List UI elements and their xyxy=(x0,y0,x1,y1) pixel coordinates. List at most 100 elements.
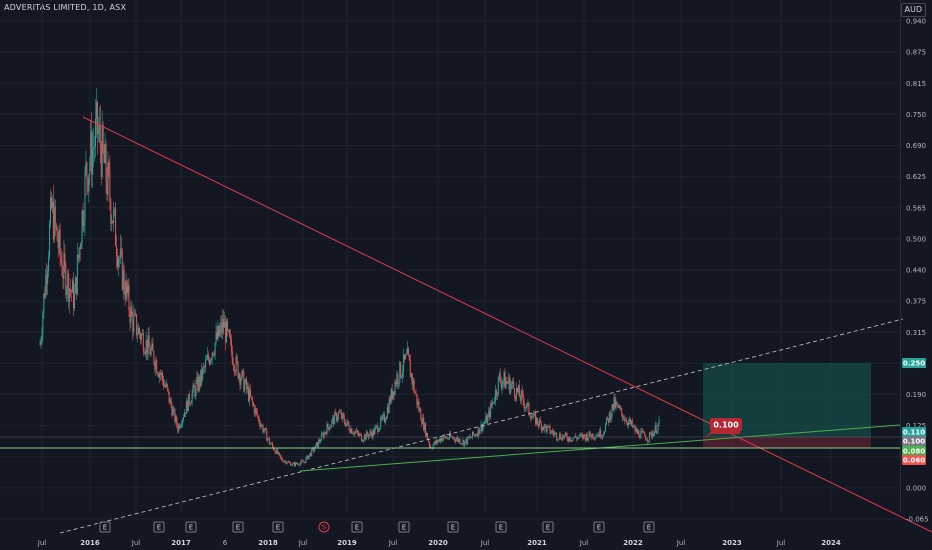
candle-body xyxy=(400,361,402,378)
candle-body xyxy=(196,376,198,383)
candle-body xyxy=(319,441,321,442)
candle-body xyxy=(150,349,152,356)
candle-body xyxy=(85,162,87,172)
price-axis[interactable]: 0.940 0.875 0.815 0.750 0.690 0.625 0.565 0.500… xyxy=(906,18,929,524)
candle-body xyxy=(572,438,574,441)
candle-body xyxy=(387,407,389,413)
event-label: E xyxy=(499,524,503,532)
candle-body xyxy=(538,419,540,426)
candle-body xyxy=(392,391,394,399)
candle-body xyxy=(446,437,448,439)
price-tick-label: 0.440 xyxy=(906,267,926,275)
candle-body xyxy=(204,366,206,368)
earnings-event-icon[interactable]: E xyxy=(153,521,165,533)
candle-body xyxy=(42,313,44,335)
candle-body xyxy=(369,431,371,435)
candle-body xyxy=(333,417,335,425)
candle-body xyxy=(96,102,98,134)
candle-body xyxy=(215,332,217,343)
candle-body xyxy=(564,432,566,436)
candle-body xyxy=(321,433,323,435)
candle-body xyxy=(205,359,207,361)
candle-body xyxy=(345,423,347,427)
candle-body xyxy=(176,416,178,426)
time-tick-label: Jul xyxy=(298,539,308,547)
candle-body xyxy=(414,392,416,393)
candle-body xyxy=(193,384,195,388)
candle-body xyxy=(288,461,290,463)
candle-body xyxy=(325,432,327,435)
candle-body xyxy=(451,436,453,439)
candle-body xyxy=(510,384,512,393)
candle-body xyxy=(557,439,559,441)
candle-body xyxy=(174,409,176,422)
earnings-event-icon[interactable]: E xyxy=(272,521,284,533)
earnings-event-icon[interactable]: E xyxy=(351,521,363,533)
split-event-icon[interactable]: S xyxy=(318,521,330,533)
earnings-event-icon[interactable]: E xyxy=(495,521,507,533)
candle-body xyxy=(453,437,455,440)
earnings-event-icon[interactable]: E xyxy=(593,521,605,533)
candle-body xyxy=(366,431,368,436)
candle-body xyxy=(360,434,362,436)
candle-body xyxy=(543,424,545,431)
candle-body xyxy=(243,371,245,392)
candle-body xyxy=(242,370,244,372)
earnings-event-icon[interactable]: E xyxy=(643,521,655,533)
candle-body xyxy=(600,429,602,438)
candle-body xyxy=(110,200,112,224)
earnings-event-icon[interactable]: E xyxy=(398,521,410,533)
candle-body xyxy=(192,384,194,394)
candle-body xyxy=(169,399,171,403)
candle-body xyxy=(64,253,66,266)
earnings-event-icon[interactable]: E xyxy=(185,521,197,533)
candle-body xyxy=(339,412,341,414)
candle-body xyxy=(154,362,156,369)
candle-body xyxy=(227,330,229,331)
candle-body xyxy=(273,449,275,451)
candle-body xyxy=(552,430,554,433)
candle-body xyxy=(555,432,557,434)
price-tick-label: 0.625 xyxy=(906,173,926,181)
candle-body xyxy=(331,419,333,426)
candle-body xyxy=(216,332,218,340)
candle-body xyxy=(316,442,318,445)
candle-body xyxy=(656,430,658,434)
candle-body xyxy=(512,381,514,384)
candle-body xyxy=(447,437,449,439)
time-axis[interactable]: Jul 2016 Jul 2017 6 2018 Jul 2019 Jul 2020 Jul 2021… xyxy=(37,539,841,547)
price-annotation[interactable]: 0.100 xyxy=(706,418,742,437)
red-downtrend-line[interactable] xyxy=(82,116,932,533)
candle-body xyxy=(403,354,405,372)
candle-body xyxy=(620,408,622,409)
candle-body xyxy=(189,403,191,405)
candle-body xyxy=(631,420,633,427)
candle-body xyxy=(143,352,145,354)
candle-body xyxy=(218,325,220,336)
earnings-event-icon[interactable]: E xyxy=(542,521,554,533)
candle-body xyxy=(627,421,629,426)
candle-body xyxy=(640,431,642,439)
candle-body xyxy=(541,426,543,431)
candle-body xyxy=(47,270,49,284)
candle-body xyxy=(183,412,185,418)
candle-body xyxy=(493,402,495,403)
candle-body xyxy=(303,462,305,463)
earnings-event-icon[interactable]: E xyxy=(232,521,244,533)
candle-body xyxy=(78,247,80,259)
candle-body xyxy=(291,465,293,466)
candle-body xyxy=(160,373,162,375)
candle-body xyxy=(91,131,93,175)
earnings-event-icon[interactable]: E xyxy=(447,521,459,533)
candle-body xyxy=(209,359,211,365)
earnings-event-icon[interactable]: E xyxy=(99,521,111,533)
candle-body xyxy=(198,376,200,391)
candle-body xyxy=(210,359,212,361)
dashed-uptrend-line[interactable] xyxy=(59,318,904,534)
candle-body xyxy=(238,374,240,379)
candle-body xyxy=(304,462,306,463)
annotation-label: 0.100 xyxy=(713,421,739,430)
candle-body xyxy=(155,360,157,369)
